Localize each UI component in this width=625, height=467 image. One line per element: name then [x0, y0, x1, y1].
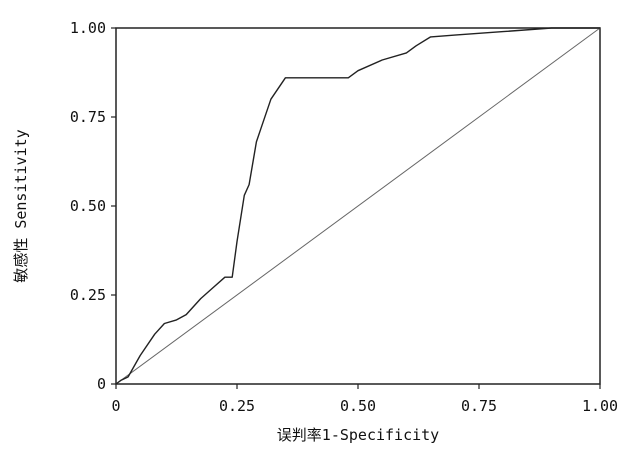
x-tick-label: 0.75 — [461, 397, 497, 415]
roc-curve-line — [115, 27, 600, 385]
x-axis-label: 误判率1-Specificity — [277, 426, 439, 444]
y-axis-ticks: 0 0.25 0.50 0.75 1.00 — [70, 19, 116, 393]
y-tick-label: 0.50 — [70, 197, 106, 215]
reference-line — [115, 27, 601, 385]
y-tick-label: 1.00 — [70, 19, 106, 37]
roc-curve — [115, 27, 600, 385]
x-tick-label: 0 — [111, 397, 120, 415]
x-axis-ticks: 0 0.25 0.50 0.75 1.00 — [111, 384, 618, 415]
x-tick-label: 0.25 — [219, 397, 255, 415]
x-tick-label: 0.50 — [340, 397, 376, 415]
y-axis-label: 敏感性 Sensitivity — [12, 129, 30, 282]
y-tick-label: 0.75 — [70, 108, 106, 126]
reference-diagonal — [115, 27, 601, 385]
y-tick-label: 0.25 — [70, 286, 106, 304]
y-tick-label: 0 — [97, 375, 106, 393]
x-tick-label: 1.00 — [582, 397, 618, 415]
